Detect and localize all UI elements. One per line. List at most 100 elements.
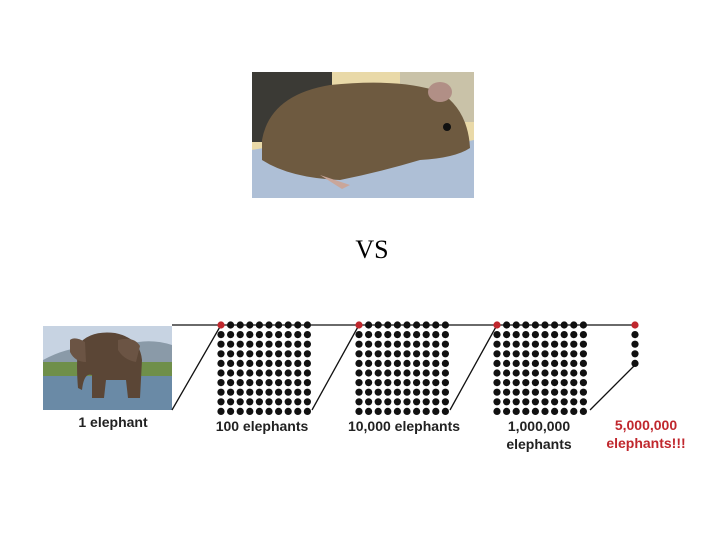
dot xyxy=(393,407,401,415)
dot xyxy=(246,340,254,348)
dot xyxy=(303,331,311,339)
dot xyxy=(393,388,401,396)
dot xyxy=(284,331,292,339)
dot xyxy=(493,359,501,367)
dot xyxy=(441,407,449,415)
dot xyxy=(227,379,235,387)
dot xyxy=(512,379,520,387)
dot xyxy=(422,407,430,415)
dot xyxy=(284,369,292,377)
dot xyxy=(284,321,292,329)
dot xyxy=(531,398,540,406)
dot xyxy=(374,331,382,339)
dot xyxy=(422,398,430,406)
dot xyxy=(551,407,559,415)
dot xyxy=(265,340,273,348)
dot xyxy=(422,350,430,358)
label: elephants!!! xyxy=(606,435,685,451)
connector-line xyxy=(171,324,222,411)
dot xyxy=(579,398,588,406)
dot xyxy=(275,321,283,329)
dot xyxy=(246,407,254,415)
dot xyxy=(432,331,440,339)
dot xyxy=(393,359,401,367)
dot xyxy=(275,340,283,348)
dot xyxy=(631,340,639,348)
dot xyxy=(294,331,302,339)
dot xyxy=(441,331,449,339)
dot xyxy=(579,407,588,415)
dot xyxy=(512,388,520,396)
dot xyxy=(551,350,559,358)
dot xyxy=(217,407,225,415)
dot xyxy=(560,350,568,358)
dot xyxy=(541,350,549,358)
dot xyxy=(246,359,254,367)
dot xyxy=(512,331,520,339)
dot xyxy=(303,340,311,348)
dot xyxy=(579,321,588,329)
dot xyxy=(384,331,392,339)
dot xyxy=(493,340,501,348)
dot xyxy=(284,407,292,415)
dot xyxy=(631,350,639,358)
dot xyxy=(384,369,392,377)
dot xyxy=(365,350,373,358)
dot xyxy=(236,350,244,358)
dot xyxy=(217,331,225,339)
dot xyxy=(275,407,283,415)
dot xyxy=(570,398,578,406)
dot xyxy=(522,340,530,348)
dot xyxy=(236,379,244,387)
dot xyxy=(570,379,578,387)
dot xyxy=(374,407,382,415)
dot xyxy=(503,331,511,339)
dot xyxy=(422,331,430,339)
dot xyxy=(541,407,549,415)
dot xyxy=(265,379,273,387)
dot xyxy=(236,407,244,415)
dot xyxy=(560,398,568,406)
dot xyxy=(522,331,530,339)
dot xyxy=(384,321,392,329)
dot xyxy=(541,359,549,367)
dot xyxy=(393,398,401,406)
dot xyxy=(294,398,302,406)
dot xyxy=(413,369,421,377)
dot xyxy=(503,321,511,329)
dot xyxy=(441,340,449,348)
dot xyxy=(541,379,549,387)
dot xyxy=(432,398,440,406)
dot xyxy=(227,340,235,348)
dot xyxy=(522,321,530,329)
dot xyxy=(365,340,373,348)
dot xyxy=(441,369,449,377)
dot xyxy=(551,369,559,377)
dot xyxy=(512,321,520,329)
dot xyxy=(284,359,292,367)
dot xyxy=(441,388,449,396)
dot xyxy=(413,321,421,329)
dot xyxy=(255,369,263,377)
dot xyxy=(265,350,273,358)
dot xyxy=(303,388,311,396)
dot xyxy=(579,331,588,339)
dot xyxy=(217,398,225,406)
dot xyxy=(570,331,578,339)
dot xyxy=(294,369,302,377)
dot xyxy=(579,369,588,377)
dot xyxy=(531,379,540,387)
dot xyxy=(560,340,568,348)
dot xyxy=(246,379,254,387)
dot xyxy=(355,321,363,329)
dot xyxy=(432,321,440,329)
dot xyxy=(503,340,511,348)
dot xyxy=(294,379,302,387)
dot xyxy=(403,379,411,387)
dot xyxy=(579,340,588,348)
dot xyxy=(217,388,225,396)
dot xyxy=(246,331,254,339)
dot xyxy=(255,388,263,396)
dot xyxy=(294,388,302,396)
dot xyxy=(236,388,244,396)
